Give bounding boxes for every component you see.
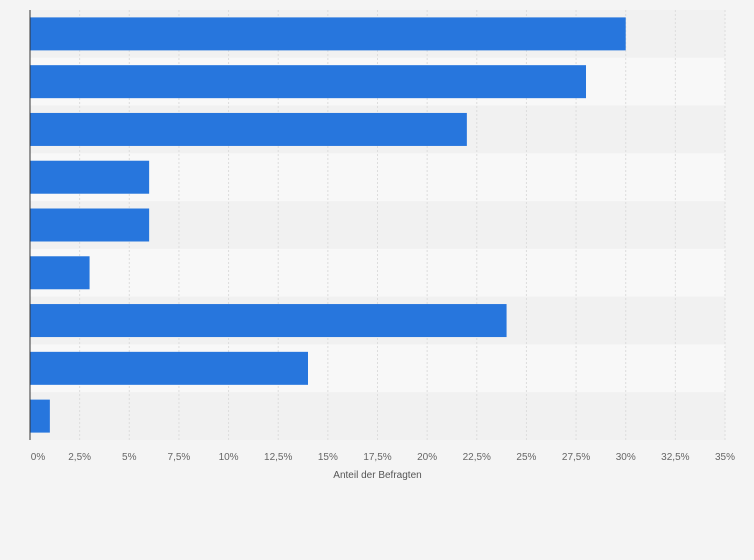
bar[interactable] bbox=[30, 351, 308, 385]
x-tick-label: 22,5% bbox=[463, 452, 491, 463]
x-axis-title: Anteil der Befragten bbox=[333, 470, 421, 481]
x-tick-label: 32,5% bbox=[661, 452, 689, 463]
x-tick-label: 30% bbox=[616, 452, 636, 463]
x-tick-label: 5% bbox=[122, 452, 137, 463]
bar[interactable] bbox=[30, 65, 586, 99]
x-tick-label: 2,5% bbox=[68, 452, 91, 463]
bars bbox=[30, 17, 626, 433]
x-tick-label: 0% bbox=[31, 452, 46, 463]
x-tick-label: 7,5% bbox=[168, 452, 191, 463]
x-tick-label: 27,5% bbox=[562, 452, 590, 463]
bar[interactable] bbox=[30, 17, 626, 51]
row-band bbox=[30, 248, 725, 297]
x-tick-labels: 0% 2,5% 5% 7,5% 10% 12,5% 15% 17,5% 20% 22,5% 25% 2… bbox=[31, 452, 735, 463]
x-tick-label: 35% bbox=[715, 452, 735, 463]
x-tick-label: 20% bbox=[417, 452, 437, 463]
x-tick-label: 25% bbox=[516, 452, 536, 463]
bar[interactable] bbox=[30, 160, 150, 194]
bar[interactable] bbox=[30, 112, 467, 146]
bar[interactable] bbox=[30, 304, 507, 338]
bar[interactable] bbox=[30, 256, 90, 290]
bar[interactable] bbox=[30, 208, 150, 242]
bar[interactable] bbox=[30, 399, 50, 433]
row-band bbox=[30, 392, 725, 440]
x-tick-label: 10% bbox=[219, 452, 239, 463]
x-tick-label: 15% bbox=[318, 452, 338, 463]
x-tick-label: 12,5% bbox=[264, 452, 292, 463]
x-tick-label: 17,5% bbox=[363, 452, 391, 463]
